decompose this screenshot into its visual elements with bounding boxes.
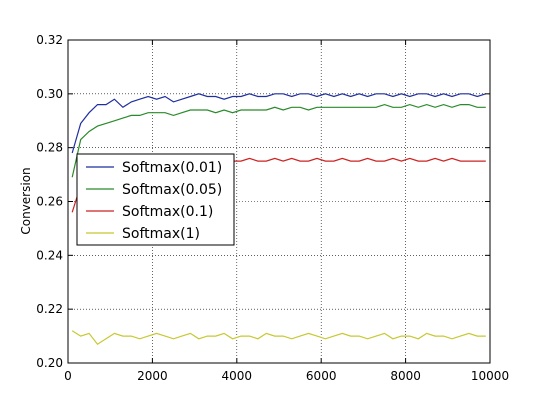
y-tick-label: 0.20 bbox=[36, 356, 63, 370]
series-line-softmax-0-01 bbox=[71, 93, 486, 154]
x-tick-label: 10000 bbox=[471, 369, 509, 383]
y-axis-label: Conversion bbox=[19, 167, 33, 234]
x-tick-label: 0 bbox=[64, 369, 72, 383]
legend: Softmax(0.01) Softmax(0.05) Softmax(0.1)… bbox=[76, 153, 235, 246]
legend-box bbox=[76, 153, 235, 246]
y-tick-label: 0.28 bbox=[36, 141, 63, 155]
y-tick-label: 0.26 bbox=[36, 195, 63, 209]
y-tick-label: 0.32 bbox=[36, 33, 63, 47]
series-line-softmax-0-05 bbox=[71, 103, 486, 178]
legend-label-softmax-0-01: Softmax(0.01) bbox=[122, 160, 222, 176]
y-tick-label: 0.30 bbox=[36, 87, 63, 101]
x-tick-label: 2000 bbox=[137, 369, 168, 383]
series-line-softmax-1 bbox=[71, 330, 486, 345]
x-tick-label: 4000 bbox=[222, 369, 253, 383]
legend-label-softmax-0-1: Softmax(0.1) bbox=[122, 204, 213, 220]
legend-label-softmax-0-05: Softmax(0.05) bbox=[122, 182, 222, 198]
x-tick-label: 6000 bbox=[306, 369, 337, 383]
x-tick-label: 8000 bbox=[390, 369, 421, 383]
y-tick-label: 0.24 bbox=[36, 248, 63, 262]
axis-ticks: 0 2000 4000 6000 8000 10000 0.20 0.22 0.24 0.26 0.… bbox=[36, 33, 509, 383]
y-tick-label: 0.22 bbox=[36, 302, 63, 316]
legend-label-softmax-1: Softmax(1) bbox=[122, 226, 200, 242]
